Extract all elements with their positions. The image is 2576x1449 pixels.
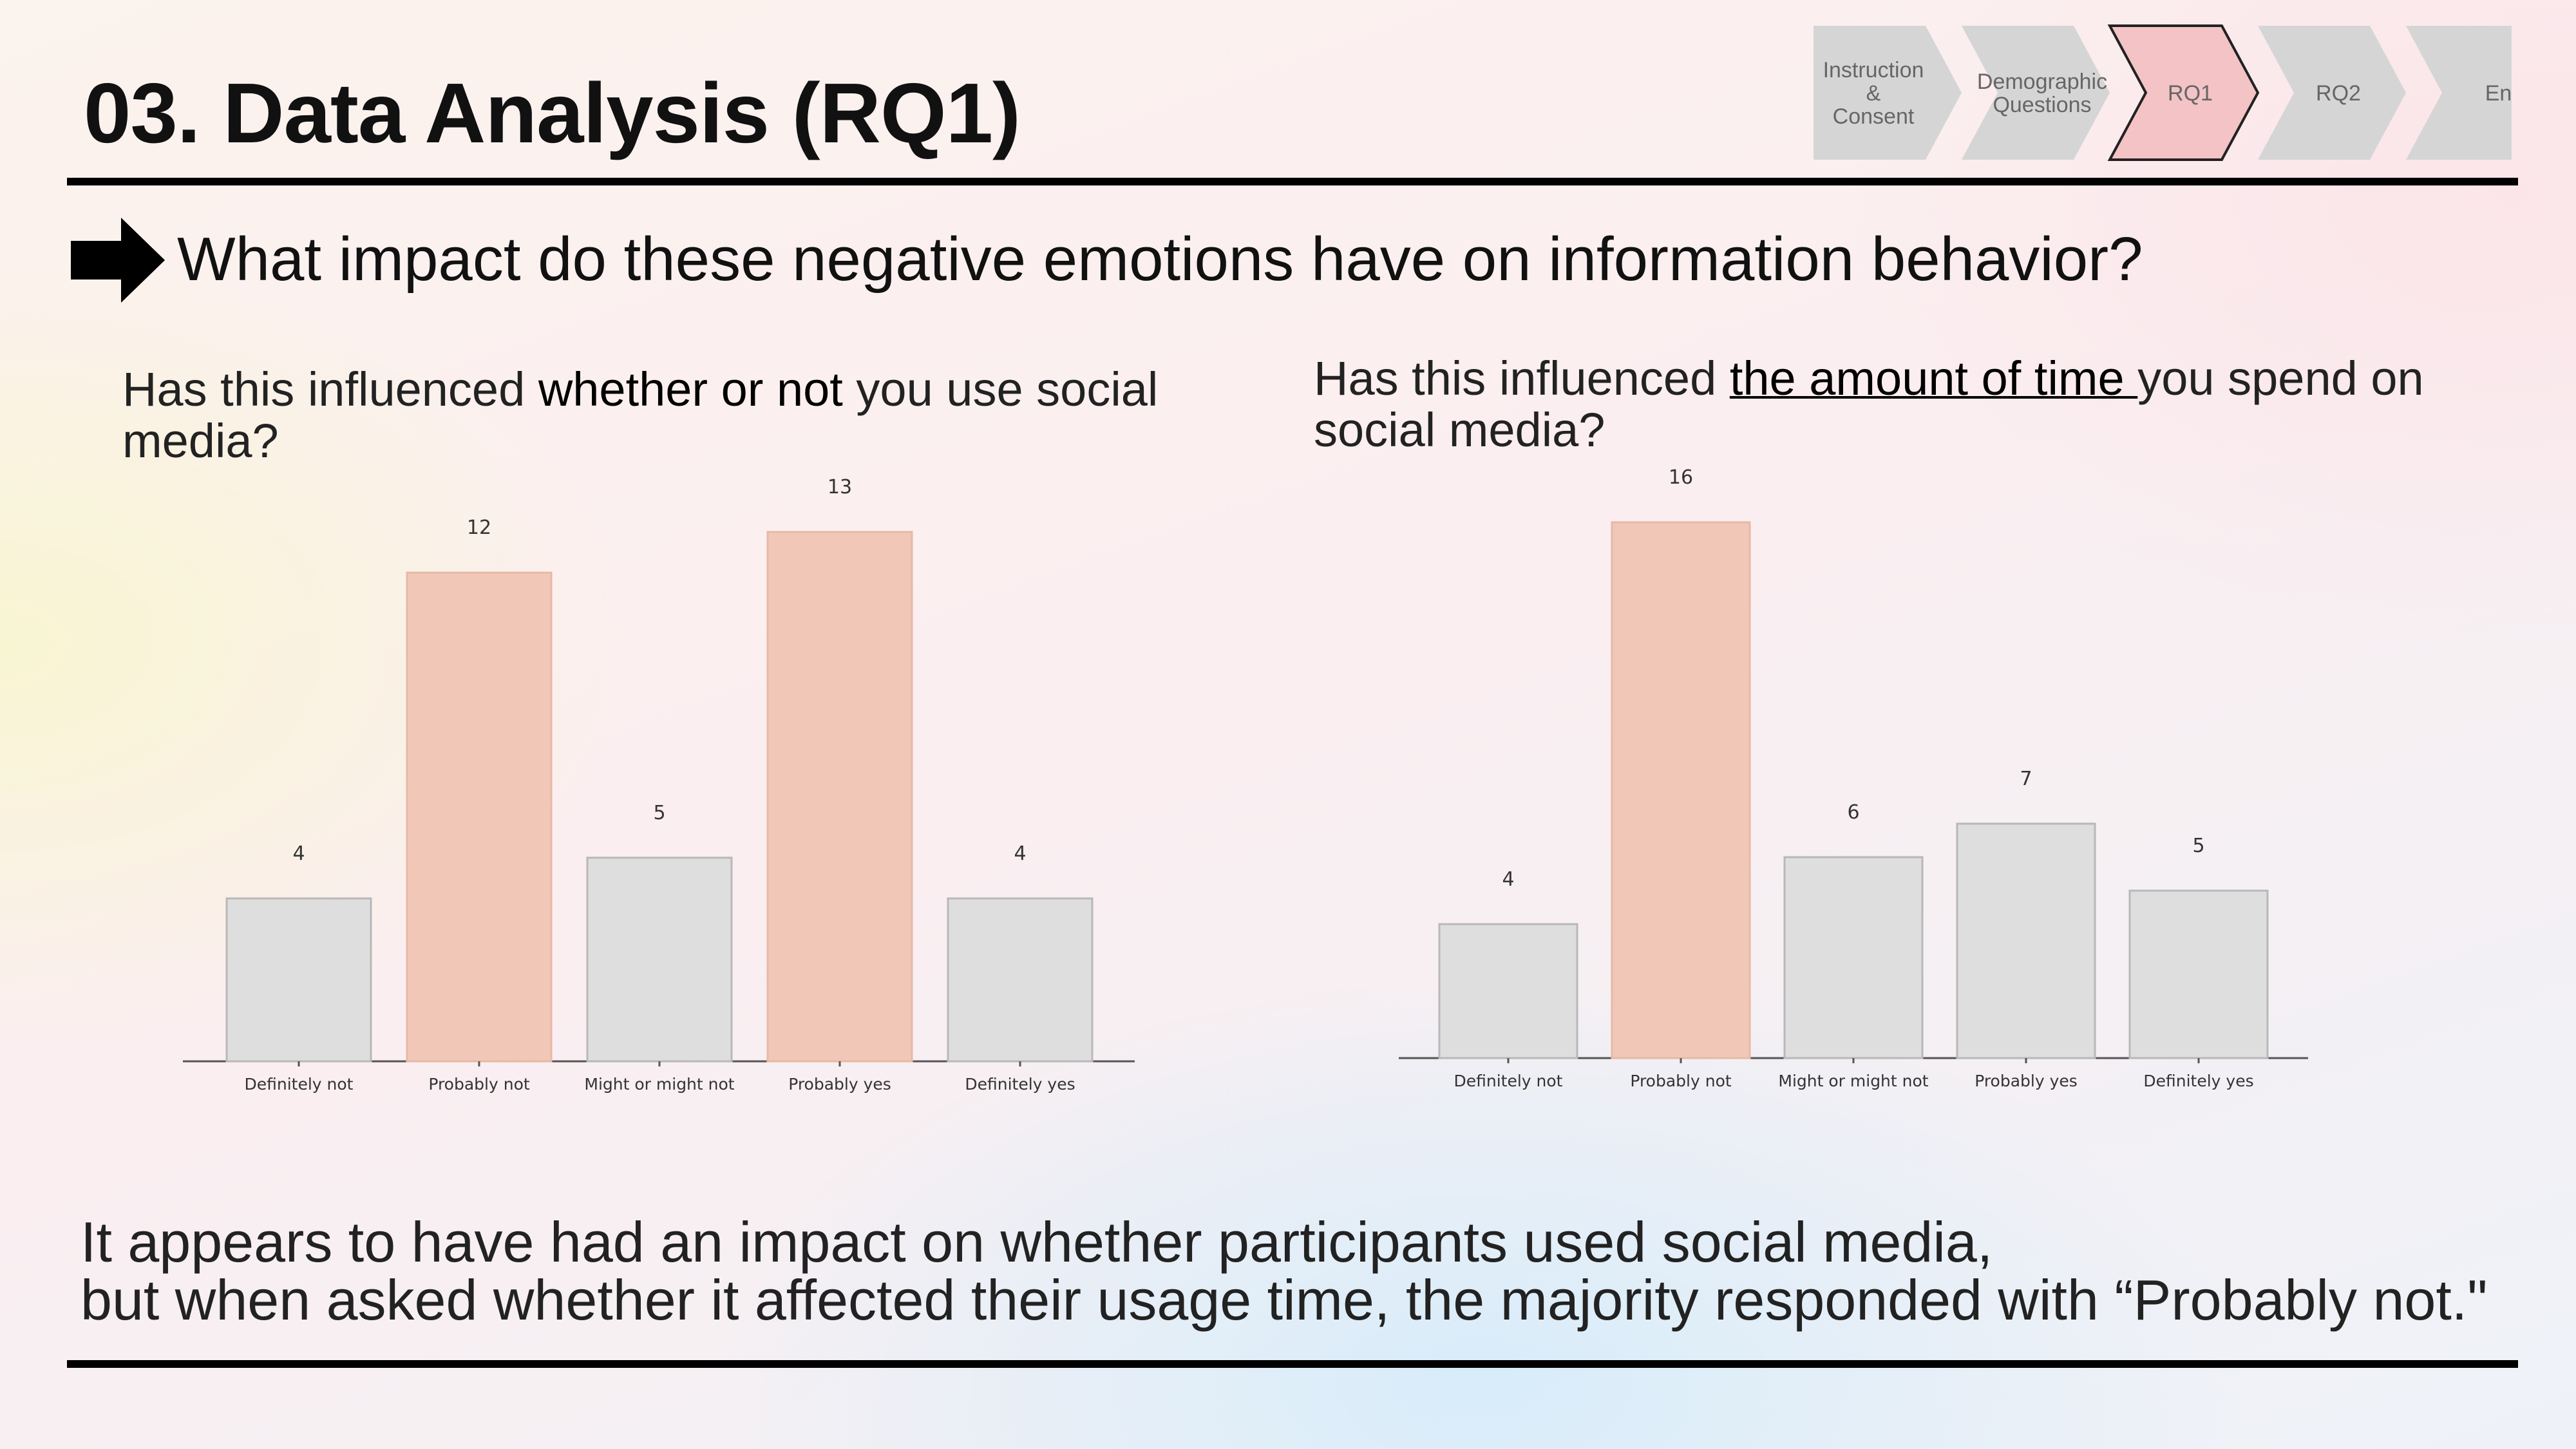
data-label: 4	[292, 842, 305, 865]
question-2-text: Has this influenced	[1314, 352, 1730, 405]
data-label: 12	[467, 516, 491, 539]
question-1-text: Has this influenced	[122, 363, 538, 416]
progress-step-rq1-label: RQ1	[2168, 81, 2213, 106]
page-title: 03. Data Analysis (RQ1)	[84, 66, 1021, 160]
progress-step-instruction-consent	[1814, 26, 1962, 160]
bar	[406, 571, 553, 1063]
data-label: 6	[1847, 801, 1859, 824]
bar-chart-use: 4 Definitely not 12 Probably not 5 Might or m…	[183, 476, 1135, 1094]
progress-step-instruction-consent-label: &	[1866, 81, 1881, 106]
x-tick-label: Definitely not	[245, 1075, 354, 1094]
conclusion-line-1: It appears to have had an impact on whet…	[80, 1210, 1993, 1274]
x-tick-label: Definitely not	[1454, 1072, 1563, 1090]
data-label: 5	[2192, 835, 2204, 857]
x-tick-label: Probably yes	[788, 1075, 891, 1094]
progress-step-rq2	[2258, 26, 2406, 160]
progress-step-demographic-questions-label: Demographic	[1977, 70, 2107, 94]
progress-step-end	[2406, 26, 2512, 160]
progress-step-instruction-consent-label: Consent	[1833, 104, 1915, 129]
title-divider	[67, 178, 2518, 185]
question-2: Has this influenced the amount of time y…	[1314, 353, 2512, 456]
question-1-text-end: you use social media?	[122, 363, 1159, 468]
progress-step-end-label: End	[2485, 81, 2512, 106]
question-1-emphasis: whether or not	[538, 363, 843, 416]
progress-step-demographic-questions-label: Questions	[1993, 93, 2091, 117]
progress-step-rq1	[2107, 24, 2260, 161]
bar	[1783, 856, 1924, 1059]
bar	[1956, 822, 2096, 1059]
bottom-divider	[67, 1360, 2518, 1368]
data-label: 13	[828, 476, 852, 498]
question-2-emphasis: the amount of time	[1729, 352, 2138, 405]
x-tick-label: Probably not	[1630, 1072, 1732, 1090]
data-label: 4	[1014, 842, 1026, 865]
x-tick-label: Probably not	[428, 1075, 530, 1094]
progress-step-rq2-label: RQ2	[2316, 81, 2361, 106]
bar	[586, 857, 733, 1063]
data-label: 16	[1669, 466, 1693, 489]
arrow-right-icon	[71, 218, 165, 303]
bar	[947, 897, 1094, 1063]
data-label: 5	[653, 802, 665, 824]
data-label: 4	[1502, 868, 1514, 891]
x-tick-label: Might or might not	[584, 1075, 734, 1094]
progress-step-instruction-consent-label: Instruction	[1823, 58, 1924, 82]
bar	[1611, 521, 1751, 1059]
x-tick-label: Probably yes	[1975, 1072, 2078, 1090]
bar	[766, 531, 913, 1063]
section-subtitle: What impact do these negative emotions h…	[177, 225, 2143, 294]
bar-chart-time: 4 Definitely not 16 Probably not 6 Might or m…	[1399, 466, 2308, 1090]
bar	[2128, 889, 2269, 1059]
x-tick-label: Might or might not	[1778, 1072, 1928, 1090]
question-1: Has this influenced whether or not you u…	[122, 364, 1179, 467]
x-tick-label: Definitely yes	[965, 1075, 1075, 1094]
x-tick-label: Definitely yes	[2143, 1072, 2253, 1090]
bar	[225, 897, 372, 1063]
data-label: 7	[2020, 768, 2032, 790]
progress-step-demographic-questions	[1962, 26, 2110, 160]
bar	[1438, 923, 1578, 1059]
question-2-text-end: you spend on social media?	[1314, 352, 2424, 457]
conclusion-line-2: but when asked whether it affected their…	[80, 1268, 2488, 1332]
